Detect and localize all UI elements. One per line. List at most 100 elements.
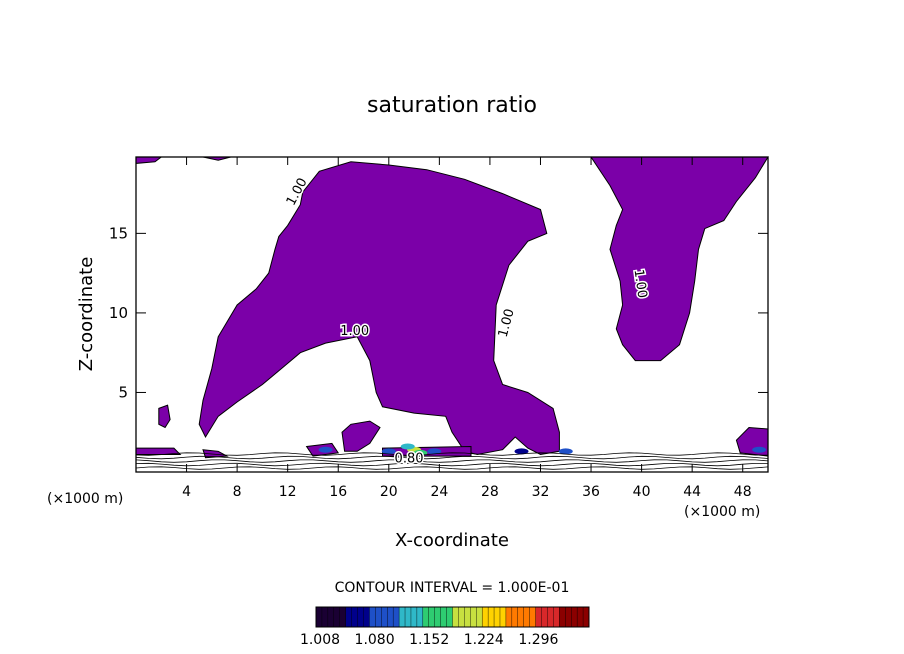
y-tick-label-5: 5 bbox=[118, 383, 128, 401]
x-tick-label-28: 28 bbox=[481, 484, 499, 500]
x-tick-label-12: 12 bbox=[279, 484, 297, 500]
colorbar-cell-8 bbox=[363, 606, 370, 628]
contour-label-4: 0.80 bbox=[395, 451, 424, 466]
hotspot-4 bbox=[514, 448, 529, 455]
contour-line-2 bbox=[135, 459, 769, 463]
colorbar-cell-41 bbox=[559, 606, 566, 628]
contour-line-3 bbox=[135, 455, 769, 460]
colorbar-cell-45 bbox=[582, 606, 590, 628]
colorbar-cell-14 bbox=[398, 606, 406, 628]
colorbar-cell-11 bbox=[381, 606, 388, 628]
hotspot-8 bbox=[427, 448, 442, 455]
region-top-left-strip bbox=[135, 156, 163, 164]
colorbar-cell-17 bbox=[416, 606, 424, 628]
colorbar-frame bbox=[315, 606, 590, 628]
colorbar-tick-0: 1.008 bbox=[300, 632, 340, 648]
colorbar-cell-15 bbox=[404, 606, 412, 628]
x-unit-left: (×1000 m) bbox=[47, 491, 123, 507]
x-tick-label-36: 36 bbox=[582, 484, 600, 500]
colorbar-tick-3: 1.224 bbox=[464, 632, 504, 648]
colorbar-cell-27 bbox=[476, 606, 483, 628]
colorbar-cell-31 bbox=[499, 606, 507, 628]
x-tick-label-4: 4 bbox=[182, 484, 191, 500]
contour-line-4 bbox=[135, 452, 769, 456]
x-tick-label-16: 16 bbox=[329, 484, 347, 500]
colorbar-cell-16 bbox=[410, 606, 418, 628]
x-tick-label-44: 44 bbox=[683, 484, 701, 500]
colorbar-cell-40 bbox=[553, 606, 560, 628]
hotspot-6 bbox=[752, 446, 767, 453]
region-central-plume bbox=[198, 161, 560, 456]
x-tick-label-20: 20 bbox=[380, 484, 398, 500]
colorbar-cell-39 bbox=[547, 606, 554, 628]
colorbar-cell-9 bbox=[369, 606, 376, 628]
colorbar-cell-24 bbox=[458, 606, 465, 628]
colorbar-tick-1: 1.080 bbox=[355, 632, 395, 648]
colorbar-cell-20 bbox=[434, 606, 442, 628]
x-unit-right: (×1000 m) bbox=[684, 504, 760, 520]
y-axis: 5 10 15 bbox=[109, 224, 768, 401]
colorbar-cell-1 bbox=[321, 606, 329, 628]
colorbar-cell-44 bbox=[576, 606, 584, 628]
region-small-blob-2 bbox=[341, 420, 381, 452]
colorbar-cell-32 bbox=[505, 606, 513, 628]
colorbar-cell-37 bbox=[535, 606, 543, 628]
y-tick-label-10: 10 bbox=[109, 304, 128, 322]
colorbar-cell-5 bbox=[345, 606, 353, 628]
y-axis-label: Z-coordinate bbox=[76, 257, 97, 372]
colorbar-cell-4 bbox=[339, 606, 347, 628]
contour-label-2: 1.00 bbox=[496, 307, 518, 339]
x-axis: 4 8 12 16 20 24 28 32 36 40 44 48 bbox=[182, 157, 752, 500]
hotspot-2 bbox=[400, 443, 415, 450]
x-tick-label-32: 32 bbox=[532, 484, 550, 500]
colorbar-cell-25 bbox=[464, 606, 471, 628]
colorbar: 1.008 1.080 1.152 1.224 1.296 bbox=[300, 606, 590, 648]
region-right-plume bbox=[590, 156, 769, 362]
colorbar-cell-21 bbox=[440, 606, 448, 628]
colorbar-cell-30 bbox=[493, 606, 501, 628]
colorbar-cell-38 bbox=[541, 606, 548, 628]
colorbar-tick-2: 1.152 bbox=[409, 632, 449, 648]
contour-line-0 bbox=[135, 466, 769, 470]
colorbar-cell-23 bbox=[452, 606, 459, 628]
colorbar-cell-19 bbox=[428, 606, 436, 628]
colorbar-cell-2 bbox=[327, 606, 335, 628]
colorbar-cell-6 bbox=[351, 606, 359, 628]
y-tick-label-15: 15 bbox=[109, 224, 128, 242]
colorbar-cell-18 bbox=[422, 606, 430, 628]
x-tick-label-8: 8 bbox=[233, 484, 242, 500]
colorbar-cell-7 bbox=[357, 606, 364, 628]
hotspot-7 bbox=[381, 448, 396, 455]
region-small-blob-1 bbox=[158, 404, 171, 429]
colorbar-tick-4: 1.296 bbox=[518, 632, 558, 648]
colorbar-cell-33 bbox=[511, 606, 519, 628]
contour-interval-label: CONTOUR INTERVAL = 1.000E-01 bbox=[335, 580, 570, 596]
colorbar-cell-34 bbox=[517, 606, 525, 628]
plot-area: 1.001.00 1.001.000.80 bbox=[135, 156, 769, 470]
contour-line-1 bbox=[135, 462, 768, 467]
colorbar-cell-12 bbox=[387, 606, 394, 628]
colorbar-cell-3 bbox=[333, 606, 341, 628]
colorbar-cell-36 bbox=[529, 606, 537, 628]
hotspot-5 bbox=[558, 448, 573, 455]
colorbar-cell-10 bbox=[375, 606, 382, 628]
colorbar-cell-13 bbox=[392, 606, 400, 628]
x-tick-label-48: 48 bbox=[734, 484, 752, 500]
chart-title: saturation ratio bbox=[367, 93, 537, 118]
x-tick-label-40: 40 bbox=[633, 484, 651, 500]
colorbar-cell-28 bbox=[481, 606, 489, 628]
colorbar-cell-26 bbox=[470, 606, 477, 628]
plot-frame bbox=[135, 156, 769, 473]
colorbar-cell-29 bbox=[487, 606, 495, 628]
colorbar-cell-22 bbox=[446, 606, 453, 628]
colorbar-cell-42 bbox=[565, 606, 572, 628]
colorbar-cell-0 bbox=[315, 606, 323, 628]
x-axis-label: X-coordinate bbox=[395, 530, 509, 551]
x-tick-label-24: 24 bbox=[430, 484, 448, 500]
hotspot-3 bbox=[318, 446, 333, 453]
colorbar-cell-43 bbox=[570, 606, 578, 628]
region-lower-band-2 bbox=[202, 449, 229, 459]
colorbar-cell-35 bbox=[523, 606, 531, 628]
contour-label-1: 1.00 bbox=[340, 324, 369, 339]
